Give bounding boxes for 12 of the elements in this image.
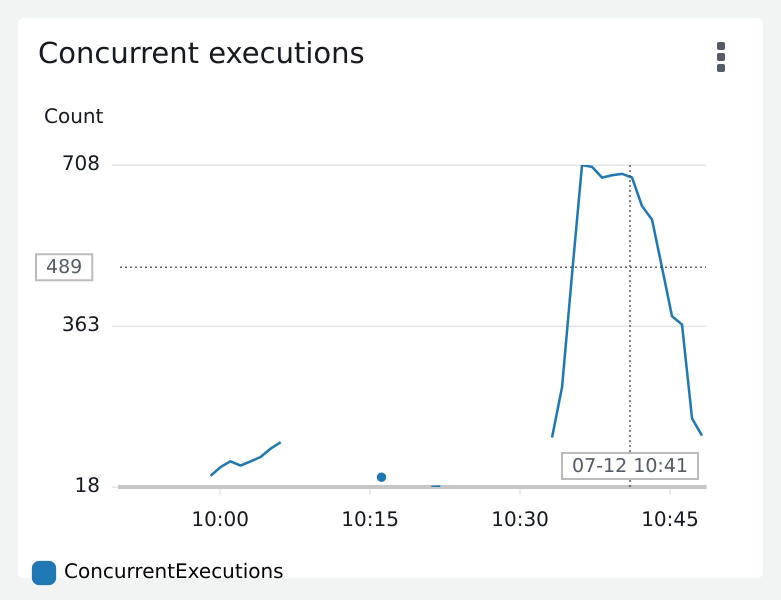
y-tick-label: 363	[62, 312, 100, 336]
y-tick-label: 18	[74, 473, 100, 498]
ref-line-label: 489	[46, 256, 82, 278]
y-axis-title: Count	[44, 104, 104, 128]
legend-label: ConcurrentExecutions	[64, 559, 284, 584]
y-tick-label: 708	[62, 151, 100, 176]
x-tick-label: 10:00	[191, 507, 249, 532]
x-tick-label: 10:15	[341, 507, 399, 532]
x-tick-label: 10:30	[491, 507, 549, 532]
chart-title: Concurrent executions	[38, 36, 365, 70]
annotation: 07-12 10:41	[572, 454, 688, 477]
x-tick-label: 10:45	[641, 507, 699, 532]
